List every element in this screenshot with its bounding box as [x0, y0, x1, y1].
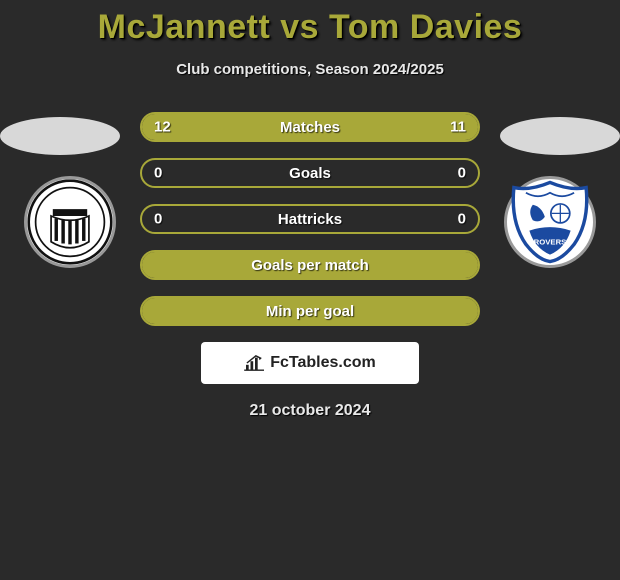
stat-row: 12 11 Matches — [140, 112, 480, 142]
stat-value-right: 11 — [450, 119, 466, 136]
club-badge-left — [24, 176, 116, 268]
stat-value-left: 12 — [154, 119, 171, 136]
tranmere-badge-icon: ROVERS — [507, 179, 593, 265]
stat-row: Min per goal — [140, 296, 480, 326]
snapshot-date: 21 october 2024 — [0, 402, 620, 420]
page-subtitle: Club competitions, Season 2024/2025 — [0, 61, 620, 78]
grimsby-badge-icon — [27, 179, 113, 265]
svg-text:ROVERS: ROVERS — [534, 237, 567, 246]
club-badge-right: ROVERS — [504, 176, 596, 268]
stat-rows: 12 11 Matches 0 0 Goals 0 0 Hattricks Goals per m… — [140, 112, 480, 326]
stat-label: Goals per match — [251, 257, 369, 274]
page-title: McJannett vs Tom Davies — [0, 0, 620, 47]
attribution-text: FcTables.com — [270, 354, 376, 372]
player-left-oval — [0, 117, 120, 155]
stat-row: 0 0 Goals — [140, 158, 480, 188]
stat-label: Hattricks — [278, 211, 342, 228]
chart-icon — [244, 354, 266, 372]
comparison-container: ROVERS 12 11 Matches 0 0 Goals 0 0 Hattricks Goal… — [0, 112, 620, 326]
stat-label: Min per goal — [266, 303, 354, 320]
stat-row: Goals per match — [140, 250, 480, 280]
stat-value-left: 0 — [154, 211, 162, 228]
stat-value-left: 0 — [154, 165, 162, 182]
stat-label: Goals — [289, 165, 331, 182]
stat-value-right: 0 — [458, 165, 466, 182]
stat-value-right: 0 — [458, 211, 466, 228]
attribution-box: FcTables.com — [201, 342, 419, 384]
stat-label: Matches — [280, 119, 340, 136]
player-right-oval — [500, 117, 620, 155]
stat-row: 0 0 Hattricks — [140, 204, 480, 234]
